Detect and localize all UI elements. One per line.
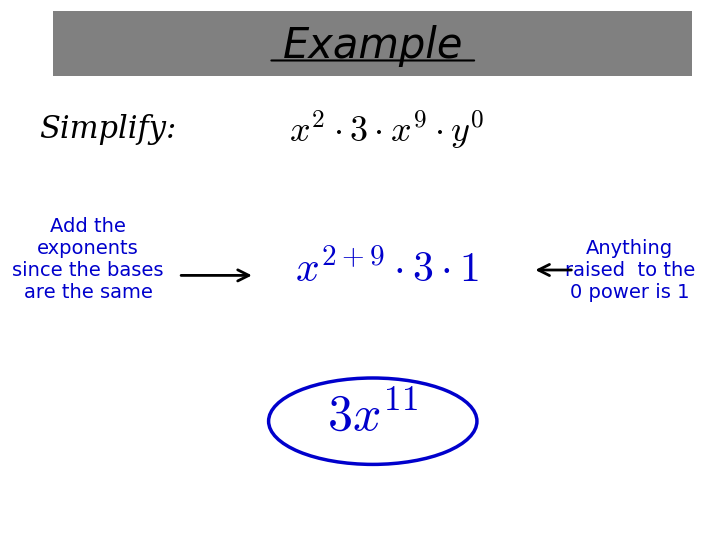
FancyBboxPatch shape	[53, 11, 692, 76]
Text: $x^{2+9} \cdot 3 \cdot 1$: $x^{2+9} \cdot 3 \cdot 1$	[294, 249, 479, 291]
Text: $3x^{11}$: $3x^{11}$	[328, 392, 418, 440]
Text: Simplify:: Simplify:	[40, 114, 176, 145]
Text: $x^2 \cdot 3 \cdot x^9 \cdot y^0$: $x^2 \cdot 3 \cdot x^9 \cdot y^0$	[289, 109, 485, 151]
Text: Add the
exponents
since the bases
are the same: Add the exponents since the bases are th…	[12, 217, 163, 302]
Text: Anything
raised  to the
0 power is 1: Anything raised to the 0 power is 1	[564, 239, 695, 301]
Text: Example: Example	[282, 25, 463, 67]
